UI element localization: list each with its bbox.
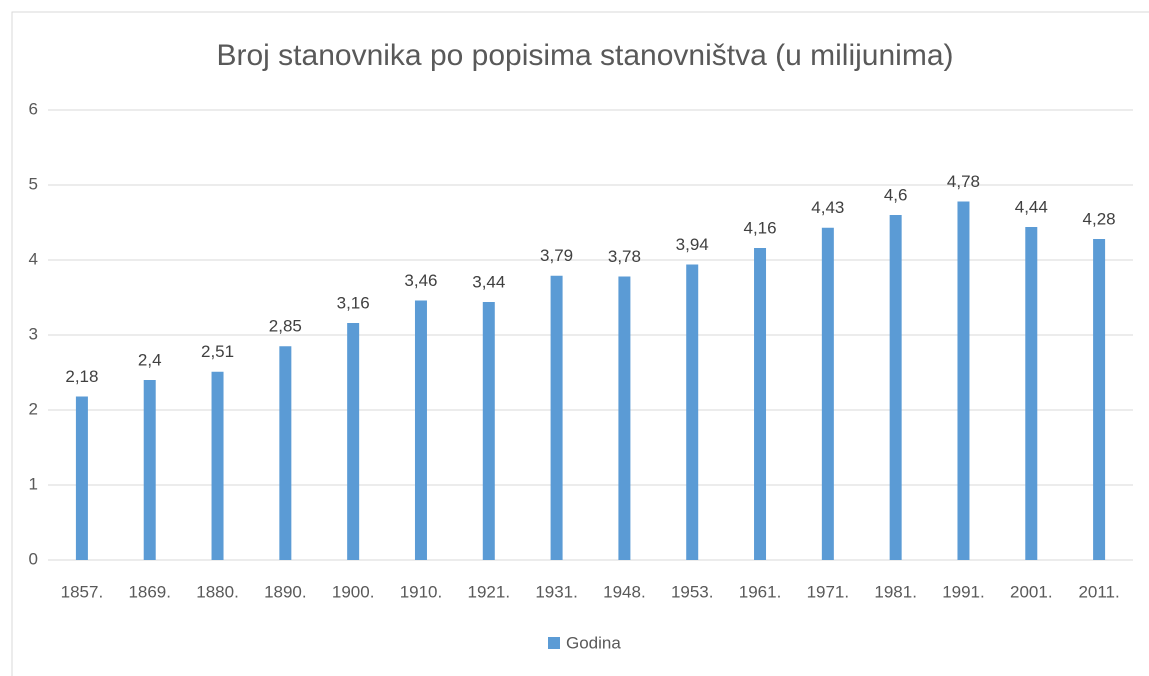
- x-tick-label: 1931.: [535, 582, 578, 601]
- x-tick-label: 1921.: [468, 582, 511, 601]
- data-label: 3,46: [404, 271, 437, 290]
- legend-swatch: [548, 637, 560, 649]
- bar: [347, 323, 360, 560]
- bar: [1093, 239, 1106, 560]
- bar: [821, 227, 834, 560]
- x-tick-label: 1953.: [671, 582, 714, 601]
- data-label: 3,78: [608, 247, 641, 266]
- bar: [279, 346, 292, 560]
- bar: [686, 264, 699, 560]
- x-tick-label: 1890.: [264, 582, 307, 601]
- x-tick-label: 2011.: [1078, 582, 1119, 601]
- data-label: 4,6: [884, 185, 908, 204]
- bar: [143, 380, 156, 560]
- x-tick-label: 1857.: [61, 582, 104, 601]
- bar: [75, 396, 88, 560]
- data-label: 2,51: [201, 342, 234, 361]
- x-tick-label: 1910.: [400, 582, 443, 601]
- data-label: 3,94: [676, 235, 709, 254]
- y-tick-label: 1: [29, 474, 38, 493]
- data-label: 2,85: [269, 317, 302, 336]
- chart-frame: [11, 11, 1149, 676]
- x-tick-label: 1900.: [332, 582, 375, 601]
- bar: [889, 215, 902, 560]
- y-tick-label: 4: [29, 249, 38, 268]
- data-label: 2,4: [138, 350, 162, 369]
- data-label: 4,44: [1015, 197, 1048, 216]
- x-tick-label: 1991.: [942, 582, 985, 601]
- data-label: 3,16: [337, 293, 370, 312]
- bar: [482, 302, 495, 560]
- bar: [550, 275, 563, 560]
- x-tick-label: 1869.: [128, 582, 171, 601]
- bar: [211, 371, 224, 560]
- y-tick-label: 6: [29, 99, 38, 118]
- x-tick-label: 1971.: [807, 582, 850, 601]
- y-tick-label: 3: [29, 324, 38, 343]
- data-label: 4,78: [947, 172, 980, 191]
- data-label: 4,43: [811, 198, 844, 217]
- y-tick-label: 2: [29, 399, 38, 418]
- y-tick-label: 0: [29, 549, 38, 568]
- data-label: 4,16: [743, 218, 776, 237]
- bar: [1025, 227, 1038, 560]
- bar: [754, 248, 767, 560]
- bar: [414, 300, 427, 560]
- chart-title: Broj stanovnika po popisima stanovništva…: [217, 39, 954, 72]
- data-label: 3,79: [540, 246, 573, 265]
- legend-label: Godina: [566, 633, 621, 652]
- data-label: 2,18: [65, 367, 98, 386]
- x-tick-label: 1981.: [874, 582, 917, 601]
- x-tick-label: 1880.: [196, 582, 239, 601]
- x-tick-label: 1961.: [739, 582, 782, 601]
- x-tick-label: 1948.: [603, 582, 646, 601]
- x-tick-label: 2001.: [1010, 582, 1053, 601]
- bar: [957, 201, 970, 560]
- data-label: 4,28: [1083, 209, 1116, 228]
- bar: [618, 276, 631, 560]
- data-label: 3,44: [472, 272, 505, 291]
- y-tick-label: 5: [29, 174, 38, 193]
